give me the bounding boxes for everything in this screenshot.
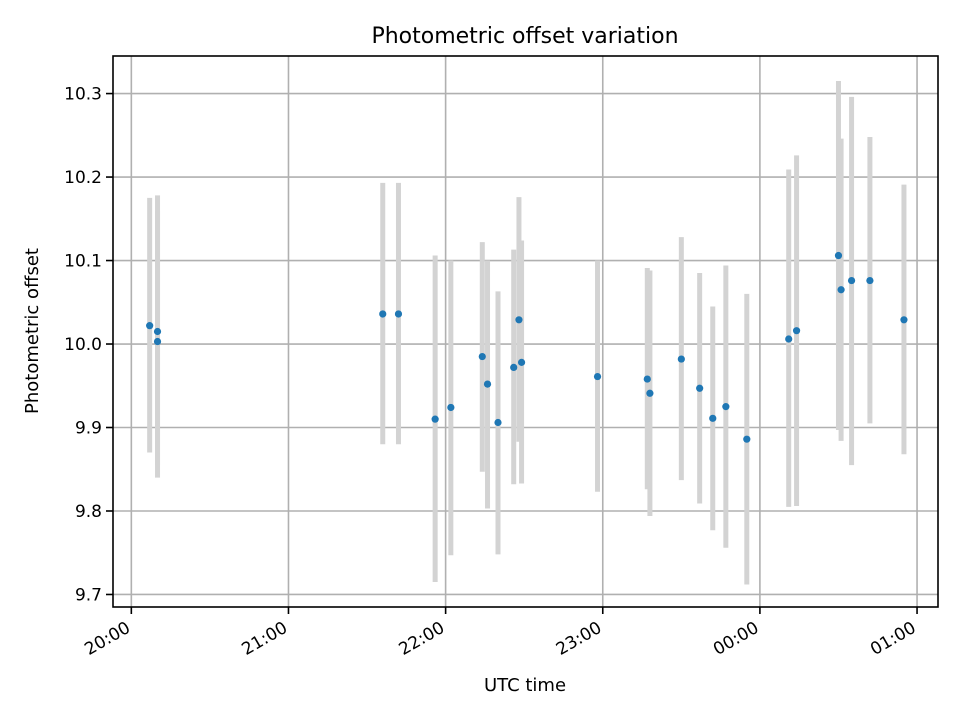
- data-point: [722, 403, 730, 411]
- data-points: [146, 251, 908, 443]
- x-tick-label: 20:00: [81, 618, 133, 660]
- x-axis-ticks: 20:00 21:00 22:00 23:00 00:00 01:00: [81, 607, 920, 660]
- y-axis-ticks: 9.7 9.8 9.9 10.0 10.1 10.2 10.3: [64, 85, 113, 605]
- y-tick-label: 10.3: [64, 85, 102, 105]
- data-point: [847, 276, 856, 285]
- y-axis-label: Photometric offset: [22, 248, 43, 414]
- data-point: [837, 286, 845, 294]
- y-tick-label: 10.2: [64, 168, 102, 188]
- data-point: [153, 327, 162, 336]
- x-tick-label: 23:00: [553, 618, 605, 660]
- y-tick-label: 10.0: [64, 335, 102, 355]
- data-point: [146, 322, 154, 330]
- data-point: [900, 316, 908, 324]
- y-tick-label: 9.9: [75, 419, 102, 439]
- x-tick-label: 22:00: [396, 618, 448, 660]
- grid-lines: [113, 56, 938, 607]
- data-point: [447, 403, 455, 412]
- chart-title: Photometric offset variation: [371, 24, 678, 49]
- y-tick-label: 10.1: [64, 252, 102, 272]
- x-tick-label: 21:00: [239, 618, 291, 660]
- data-point: [510, 363, 518, 371]
- data-point: [677, 355, 685, 363]
- data-point: [834, 251, 843, 260]
- data-point: [515, 316, 523, 324]
- data-point: [379, 310, 387, 318]
- data-point: [478, 352, 486, 361]
- data-point: [394, 310, 403, 318]
- data-point: [643, 375, 651, 383]
- y-tick-label: 9.8: [75, 502, 102, 522]
- data-point: [709, 414, 717, 422]
- plot-frame: [112, 55, 939, 608]
- data-point: [483, 380, 492, 388]
- data-point: [593, 372, 602, 381]
- error-bars: [147, 81, 907, 585]
- data-point: [517, 358, 526, 366]
- x-tick-label: 00:00: [710, 618, 762, 660]
- y-tick-label: 9.7: [75, 585, 102, 605]
- data-point: [646, 389, 654, 397]
- data-point: [153, 337, 162, 346]
- x-tick-label: 01:00: [867, 618, 919, 660]
- data-point: [866, 276, 874, 285]
- data-point: [785, 335, 793, 343]
- data-point: [792, 327, 801, 335]
- data-point: [494, 418, 502, 427]
- data-point: [431, 415, 439, 423]
- x-axis-label: UTC time: [484, 675, 566, 696]
- data-point: [696, 384, 704, 392]
- data-point: [743, 435, 751, 443]
